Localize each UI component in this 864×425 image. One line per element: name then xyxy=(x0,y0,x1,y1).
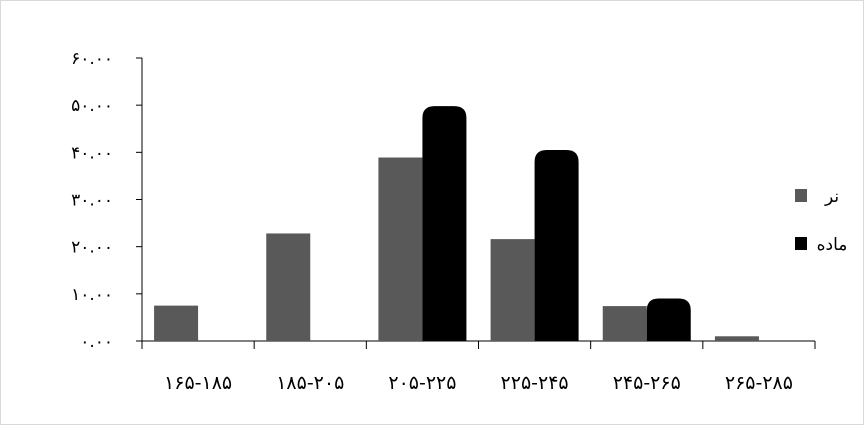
bar-series-1 xyxy=(714,336,759,341)
bar-series-1 xyxy=(490,239,535,341)
y-tick-label: ۰.۰۰ xyxy=(80,332,113,352)
x-category-label: ۲۶۵-۲۸۵ xyxy=(725,372,793,394)
chart-bars xyxy=(154,106,759,341)
bar-series-2 xyxy=(422,106,467,341)
x-category-label: ۲۲۵-۲۴۵ xyxy=(501,372,569,394)
legend-swatch xyxy=(795,237,807,250)
bar-series-1 xyxy=(266,233,311,341)
y-tick-label: ۶۰.۰۰ xyxy=(71,49,113,69)
y-tick-label: ۵۰.۰۰ xyxy=(71,96,113,116)
bar-series-2 xyxy=(534,149,579,341)
bar-series-1 xyxy=(602,306,647,341)
y-tick-label: ۳۰.۰۰ xyxy=(71,191,113,211)
y-tick-label: ۱۰.۰۰ xyxy=(71,285,113,305)
y-tick-label: ۴۰.۰۰ xyxy=(71,143,113,163)
x-category-label: ۱۸۵-۲۰۵ xyxy=(276,372,344,394)
bar-series-1 xyxy=(154,305,199,341)
chart-axes xyxy=(138,58,815,342)
legend-label: نر xyxy=(824,187,839,207)
x-category-label: ۲۰۵-۲۲۵ xyxy=(388,372,456,394)
y-axis-ticks: ۰.۰۰ ۱۰.۰۰ ۲۰.۰۰ ۳۰.۰۰ ۴۰.۰۰ ۵۰.۰۰ ۶۰.۰۰ xyxy=(71,49,142,352)
legend-label: ماده xyxy=(817,235,848,255)
bar-series-1 xyxy=(378,157,423,341)
legend-swatch xyxy=(795,189,807,202)
x-category-label: ۲۴۵-۲۶۵ xyxy=(613,372,681,394)
y-tick-label: ۲۰.۰۰ xyxy=(71,238,113,258)
bar-series-2 xyxy=(646,298,691,341)
x-category-label: ۱۶۵-۱۸۵ xyxy=(164,372,232,394)
x-axis-categories: ۱۶۵-۱۸۵ ۱۸۵-۲۰۵ ۲۰۵-۲۲۵ ۲۲۵-۲۴۵ ۲۴۵-۲۶۵ ۲۶۵-۲… xyxy=(141,341,816,394)
chart-legend: نر ماده xyxy=(795,187,847,255)
